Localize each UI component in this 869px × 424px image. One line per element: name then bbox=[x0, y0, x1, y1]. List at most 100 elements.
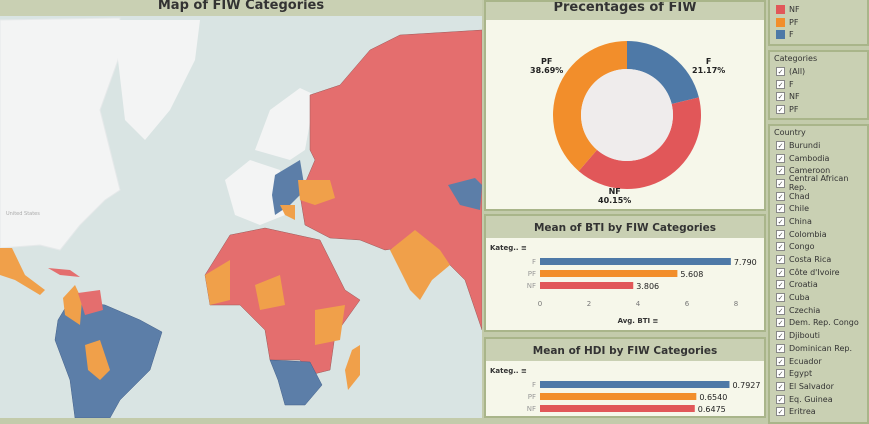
donut-chart[interactable] bbox=[486, 20, 764, 209]
filter-checkbox-item[interactable]: ✓ El Salvador bbox=[770, 380, 867, 393]
checkbox-checked-icon[interactable]: ✓ bbox=[776, 66, 785, 76]
bar-value-label: 7.790 bbox=[734, 258, 757, 267]
checkbox-checked-icon[interactable]: ✓ bbox=[776, 343, 785, 353]
filter-checkbox-item[interactable]: ✓ Costa Rica bbox=[770, 253, 867, 266]
checkbox-checked-icon[interactable]: ✓ bbox=[776, 153, 785, 163]
filter-item-label: Costa Rica bbox=[789, 255, 832, 265]
legend-item[interactable]: F bbox=[770, 28, 867, 41]
checkbox-checked-icon[interactable]: ✓ bbox=[776, 104, 785, 114]
checkbox-checked-icon[interactable]: ✓ bbox=[776, 178, 785, 188]
bti-title: Mean of BTI by FIW Categories bbox=[486, 216, 764, 238]
checkbox-checked-icon[interactable]: ✓ bbox=[776, 280, 785, 290]
checkbox-checked-icon[interactable]: ✓ bbox=[776, 331, 785, 341]
filter-item-label: Cambodia bbox=[789, 153, 830, 163]
filter-checkbox-item[interactable]: ✓ Congo bbox=[770, 241, 867, 254]
filter-checkbox-item[interactable]: ✓ Czechia bbox=[770, 304, 867, 317]
filter-checkbox-item[interactable]: ✓ Cameroon bbox=[770, 164, 867, 177]
checkbox-checked-icon[interactable]: ✓ bbox=[776, 255, 785, 265]
bar-value-label: 5.608 bbox=[680, 270, 703, 279]
filter-item-label: Dominican Rep. bbox=[789, 343, 853, 353]
filter-item-label: China bbox=[789, 216, 812, 226]
filter-checkbox-item[interactable]: ✓ Central African Rep. bbox=[770, 174, 867, 192]
checkbox-checked-icon[interactable]: ✓ bbox=[776, 166, 785, 176]
checkbox-checked-icon[interactable]: ✓ bbox=[776, 293, 785, 303]
bar-f[interactable] bbox=[540, 258, 731, 265]
filter-checkbox-item[interactable]: ✓ Egypt bbox=[770, 367, 867, 380]
donut-slice-f[interactable] bbox=[627, 41, 699, 105]
filter-checkbox-item[interactable]: ✓ Ecuador bbox=[770, 355, 867, 368]
filter-checkbox-item[interactable]: ✓ Cuba bbox=[770, 291, 867, 304]
legend-swatch bbox=[776, 17, 785, 27]
donut-slice-pf[interactable] bbox=[553, 41, 627, 172]
filter-checkbox-item[interactable]: ✓ Cambodia bbox=[770, 152, 867, 165]
filter-checkbox-item[interactable]: ✓ Chad bbox=[770, 190, 867, 203]
hdi-chart-panel: Mean of HDI by FIW Categories Kateg.. ≡ F… bbox=[484, 337, 766, 418]
filter-item-label: Eq. Guinea bbox=[789, 394, 833, 404]
checkbox-checked-icon[interactable]: ✓ bbox=[776, 242, 785, 252]
hdi-bar-chart[interactable]: Kateg.. ≡ F 0.7927 PF 0.6540 NF 0.6475 bbox=[486, 361, 764, 418]
filter-checkbox-item[interactable]: ✓ Eq. Guinea bbox=[770, 393, 867, 406]
filter-checkbox-item[interactable]: ✓ Dem. Rep. Congo bbox=[770, 317, 867, 330]
filter-checkbox-item[interactable]: ✓ Burundi bbox=[770, 139, 867, 152]
filter-checkbox-item[interactable]: ✓ Eritrea bbox=[770, 405, 867, 418]
checkbox-checked-icon[interactable]: ✓ bbox=[776, 204, 785, 214]
category-label: F bbox=[532, 381, 536, 389]
donut-slice-nf[interactable] bbox=[578, 97, 701, 189]
legend-item[interactable]: PF bbox=[770, 16, 867, 29]
filter-checkbox-item[interactable]: ✓ Djibouti bbox=[770, 329, 867, 342]
legend-item[interactable]: NF bbox=[770, 3, 867, 16]
filter-checkbox-item[interactable]: ✓ Croatia bbox=[770, 279, 867, 292]
filter-item-label: Ecuador bbox=[789, 356, 822, 366]
filter-checkbox-item[interactable]: ✓ PF bbox=[770, 103, 867, 116]
checkbox-checked-icon[interactable]: ✓ bbox=[776, 305, 785, 315]
checkbox-checked-icon[interactable]: ✓ bbox=[776, 356, 785, 366]
map-canvas[interactable]: United States bbox=[0, 0, 482, 418]
filter-checkbox-item[interactable]: ✓ (All) bbox=[770, 65, 867, 78]
filter-checkbox-item[interactable]: ✓ Chile bbox=[770, 202, 867, 215]
filter-item-label: Colombia bbox=[789, 229, 827, 239]
filter-checkbox-item[interactable]: ✓ Côte d'Ivoire bbox=[770, 266, 867, 279]
slice-label-pf: PF 38.69% bbox=[530, 57, 564, 75]
bar-value-label: 0.7927 bbox=[732, 381, 760, 390]
checkbox-checked-icon[interactable]: ✓ bbox=[776, 267, 785, 277]
bar-value-label: 0.6540 bbox=[699, 393, 727, 402]
bar-pf[interactable] bbox=[540, 393, 697, 400]
category-label: NF bbox=[527, 405, 536, 413]
x-tick-label: 4 bbox=[636, 300, 641, 308]
checkbox-checked-icon[interactable]: ✓ bbox=[776, 369, 785, 379]
filter-item-label: Cuba bbox=[789, 293, 810, 303]
bar-nf[interactable] bbox=[540, 282, 634, 289]
country-filter: Country ✓ Burundi ✓ Cambodia ✓ Cameroon ✓ Centr… bbox=[768, 124, 869, 424]
checkbox-checked-icon[interactable]: ✓ bbox=[776, 140, 785, 150]
filter-item-label: Egypt bbox=[789, 369, 813, 379]
checkbox-checked-icon[interactable]: ✓ bbox=[776, 407, 785, 417]
checkbox-checked-icon[interactable]: ✓ bbox=[776, 318, 785, 328]
filter-item-label: Chile bbox=[789, 204, 810, 214]
filter-checkbox-item[interactable]: ✓ F bbox=[770, 78, 867, 91]
checkbox-checked-icon[interactable]: ✓ bbox=[776, 92, 785, 102]
x-tick-label: 6 bbox=[685, 300, 690, 308]
bar-f[interactable] bbox=[540, 381, 730, 388]
map-title: Map of FIW Categories bbox=[0, 0, 482, 16]
filter-checkbox-item[interactable]: ✓ China bbox=[770, 215, 867, 228]
filter-checkbox-item[interactable]: ✓ Colombia bbox=[770, 228, 867, 241]
filter-checkbox-item[interactable]: ✓ Dominican Rep. bbox=[770, 342, 867, 355]
bar-value-label: 3.806 bbox=[636, 282, 659, 291]
checkbox-checked-icon[interactable]: ✓ bbox=[776, 79, 785, 89]
checkbox-checked-icon[interactable]: ✓ bbox=[776, 191, 785, 201]
scandinavia-land bbox=[255, 88, 315, 160]
india-pf bbox=[390, 230, 450, 300]
map-panel[interactable]: Map of FIW Categories United States bbox=[0, 0, 482, 418]
bti-bar-chart[interactable]: Kateg.. ≡ F 7.790 PF 5.608 NF 3.806 0 2 4 6 8 Avg. B… bbox=[486, 238, 764, 330]
bar-nf[interactable] bbox=[540, 405, 695, 412]
bar-pf[interactable] bbox=[540, 270, 678, 277]
filter-item-label: El Salvador bbox=[789, 381, 834, 391]
checkbox-checked-icon[interactable]: ✓ bbox=[776, 381, 785, 391]
categories-filter-title: Categories bbox=[774, 54, 818, 63]
madagascar-pf bbox=[345, 345, 360, 390]
filter-checkbox-item[interactable]: ✓ NF bbox=[770, 90, 867, 103]
checkbox-checked-icon[interactable]: ✓ bbox=[776, 216, 785, 226]
checkbox-checked-icon[interactable]: ✓ bbox=[776, 229, 785, 239]
legend-label: F bbox=[789, 30, 794, 40]
checkbox-checked-icon[interactable]: ✓ bbox=[776, 394, 785, 404]
